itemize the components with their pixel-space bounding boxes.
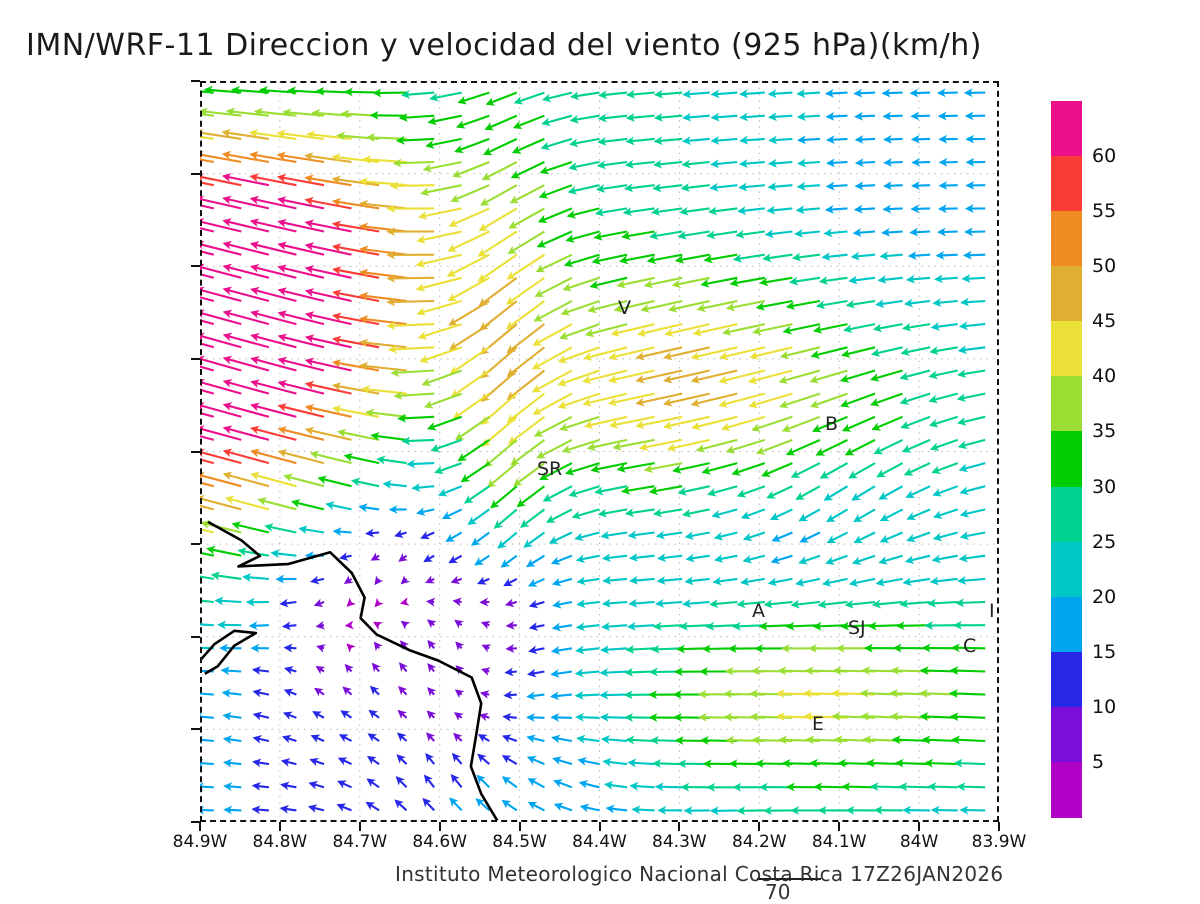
colorbar-tick-label: 50 (1092, 255, 1116, 277)
colorbar-segment (1051, 266, 1082, 322)
colorbar-tick-label: 5 (1092, 751, 1104, 773)
colorbar (1051, 101, 1082, 817)
colorbar-tick-label: 20 (1092, 586, 1116, 608)
y-axis-tick (191, 265, 200, 267)
station-label-v: V (618, 297, 631, 319)
x-axis-tick-label: 84.3W (652, 832, 707, 852)
x-axis-tick-label: 84.2W (732, 832, 787, 852)
y-axis-tick (191, 173, 200, 175)
x-axis-tick (918, 822, 920, 831)
x-axis-tick-label: 84.6W (412, 832, 467, 852)
x-axis-tick (599, 822, 601, 831)
station-label-i: I (989, 600, 995, 622)
colorbar-tick-label: 35 (1092, 420, 1116, 442)
colorbar-tick-label: 40 (1092, 365, 1116, 387)
y-axis-tick (191, 543, 200, 545)
station-label-b: B (825, 413, 838, 435)
x-axis-tick (838, 822, 840, 831)
colorbar-segment (1051, 431, 1082, 487)
y-axis-tick (191, 80, 200, 82)
x-axis-tick-label: 84.7W (332, 832, 387, 852)
y-axis-tick (191, 358, 200, 360)
x-axis-tick (678, 822, 680, 831)
station-label-sj: SJ (848, 617, 866, 639)
colorbar-segment (1051, 321, 1082, 377)
colorbar-segment (1051, 542, 1082, 598)
x-axis-tick (439, 822, 441, 831)
y-axis-tick (191, 451, 200, 453)
colorbar-segment (1051, 597, 1082, 653)
x-axis-tick (359, 822, 361, 831)
colorbar-tick-label: 15 (1092, 641, 1116, 663)
x-axis-tick (998, 822, 1000, 831)
y-axis-tick (191, 636, 200, 638)
station-label-c: C (963, 635, 976, 657)
colorbar-tick-label: 60 (1092, 145, 1116, 167)
x-axis-tick-label: 84.1W (812, 832, 867, 852)
x-axis-tick-label: 84.9W (173, 832, 228, 852)
x-axis-tick (519, 822, 521, 831)
colorbar-tick-label: 30 (1092, 476, 1116, 498)
colorbar-tick-label: 55 (1092, 200, 1116, 222)
station-label-a: A (752, 600, 765, 622)
x-axis-tick-label: 83.9W (972, 832, 1027, 852)
colorbar-segment (1051, 156, 1082, 212)
colorbar-segment (1051, 101, 1082, 157)
colorbar-tick-label: 10 (1092, 696, 1116, 718)
colorbar-segment (1051, 707, 1082, 763)
colorbar-segment (1051, 376, 1082, 432)
page-title: IMN/WRF-11 Direccion y velocidad del vie… (26, 28, 982, 63)
x-axis-tick-label: 84.4W (572, 832, 627, 852)
y-axis-tick (191, 728, 200, 730)
x-axis-tick-label: 84.8W (253, 832, 308, 852)
colorbar-segment (1051, 652, 1082, 708)
colorbar-tick-label: 25 (1092, 531, 1116, 553)
x-axis-tick-label: 84W (900, 832, 938, 852)
x-axis-tick (199, 822, 201, 831)
colorbar-segment (1051, 762, 1082, 818)
colorbar-segment (1051, 487, 1082, 543)
plot-frame (200, 81, 999, 822)
footer-credit: Instituto Meteorologico Nacional Costa R… (395, 862, 1003, 886)
station-label-e: E (812, 713, 824, 735)
wind-map-plot (200, 81, 999, 822)
colorbar-tick-label: 45 (1092, 310, 1116, 332)
colorbar-segment (1051, 211, 1082, 267)
station-label-sr: SR (537, 458, 562, 480)
x-axis-tick (758, 822, 760, 831)
x-axis-tick (279, 822, 281, 831)
reference-vector-label: 70 (765, 880, 790, 904)
x-axis-tick-label: 84.5W (492, 832, 547, 852)
